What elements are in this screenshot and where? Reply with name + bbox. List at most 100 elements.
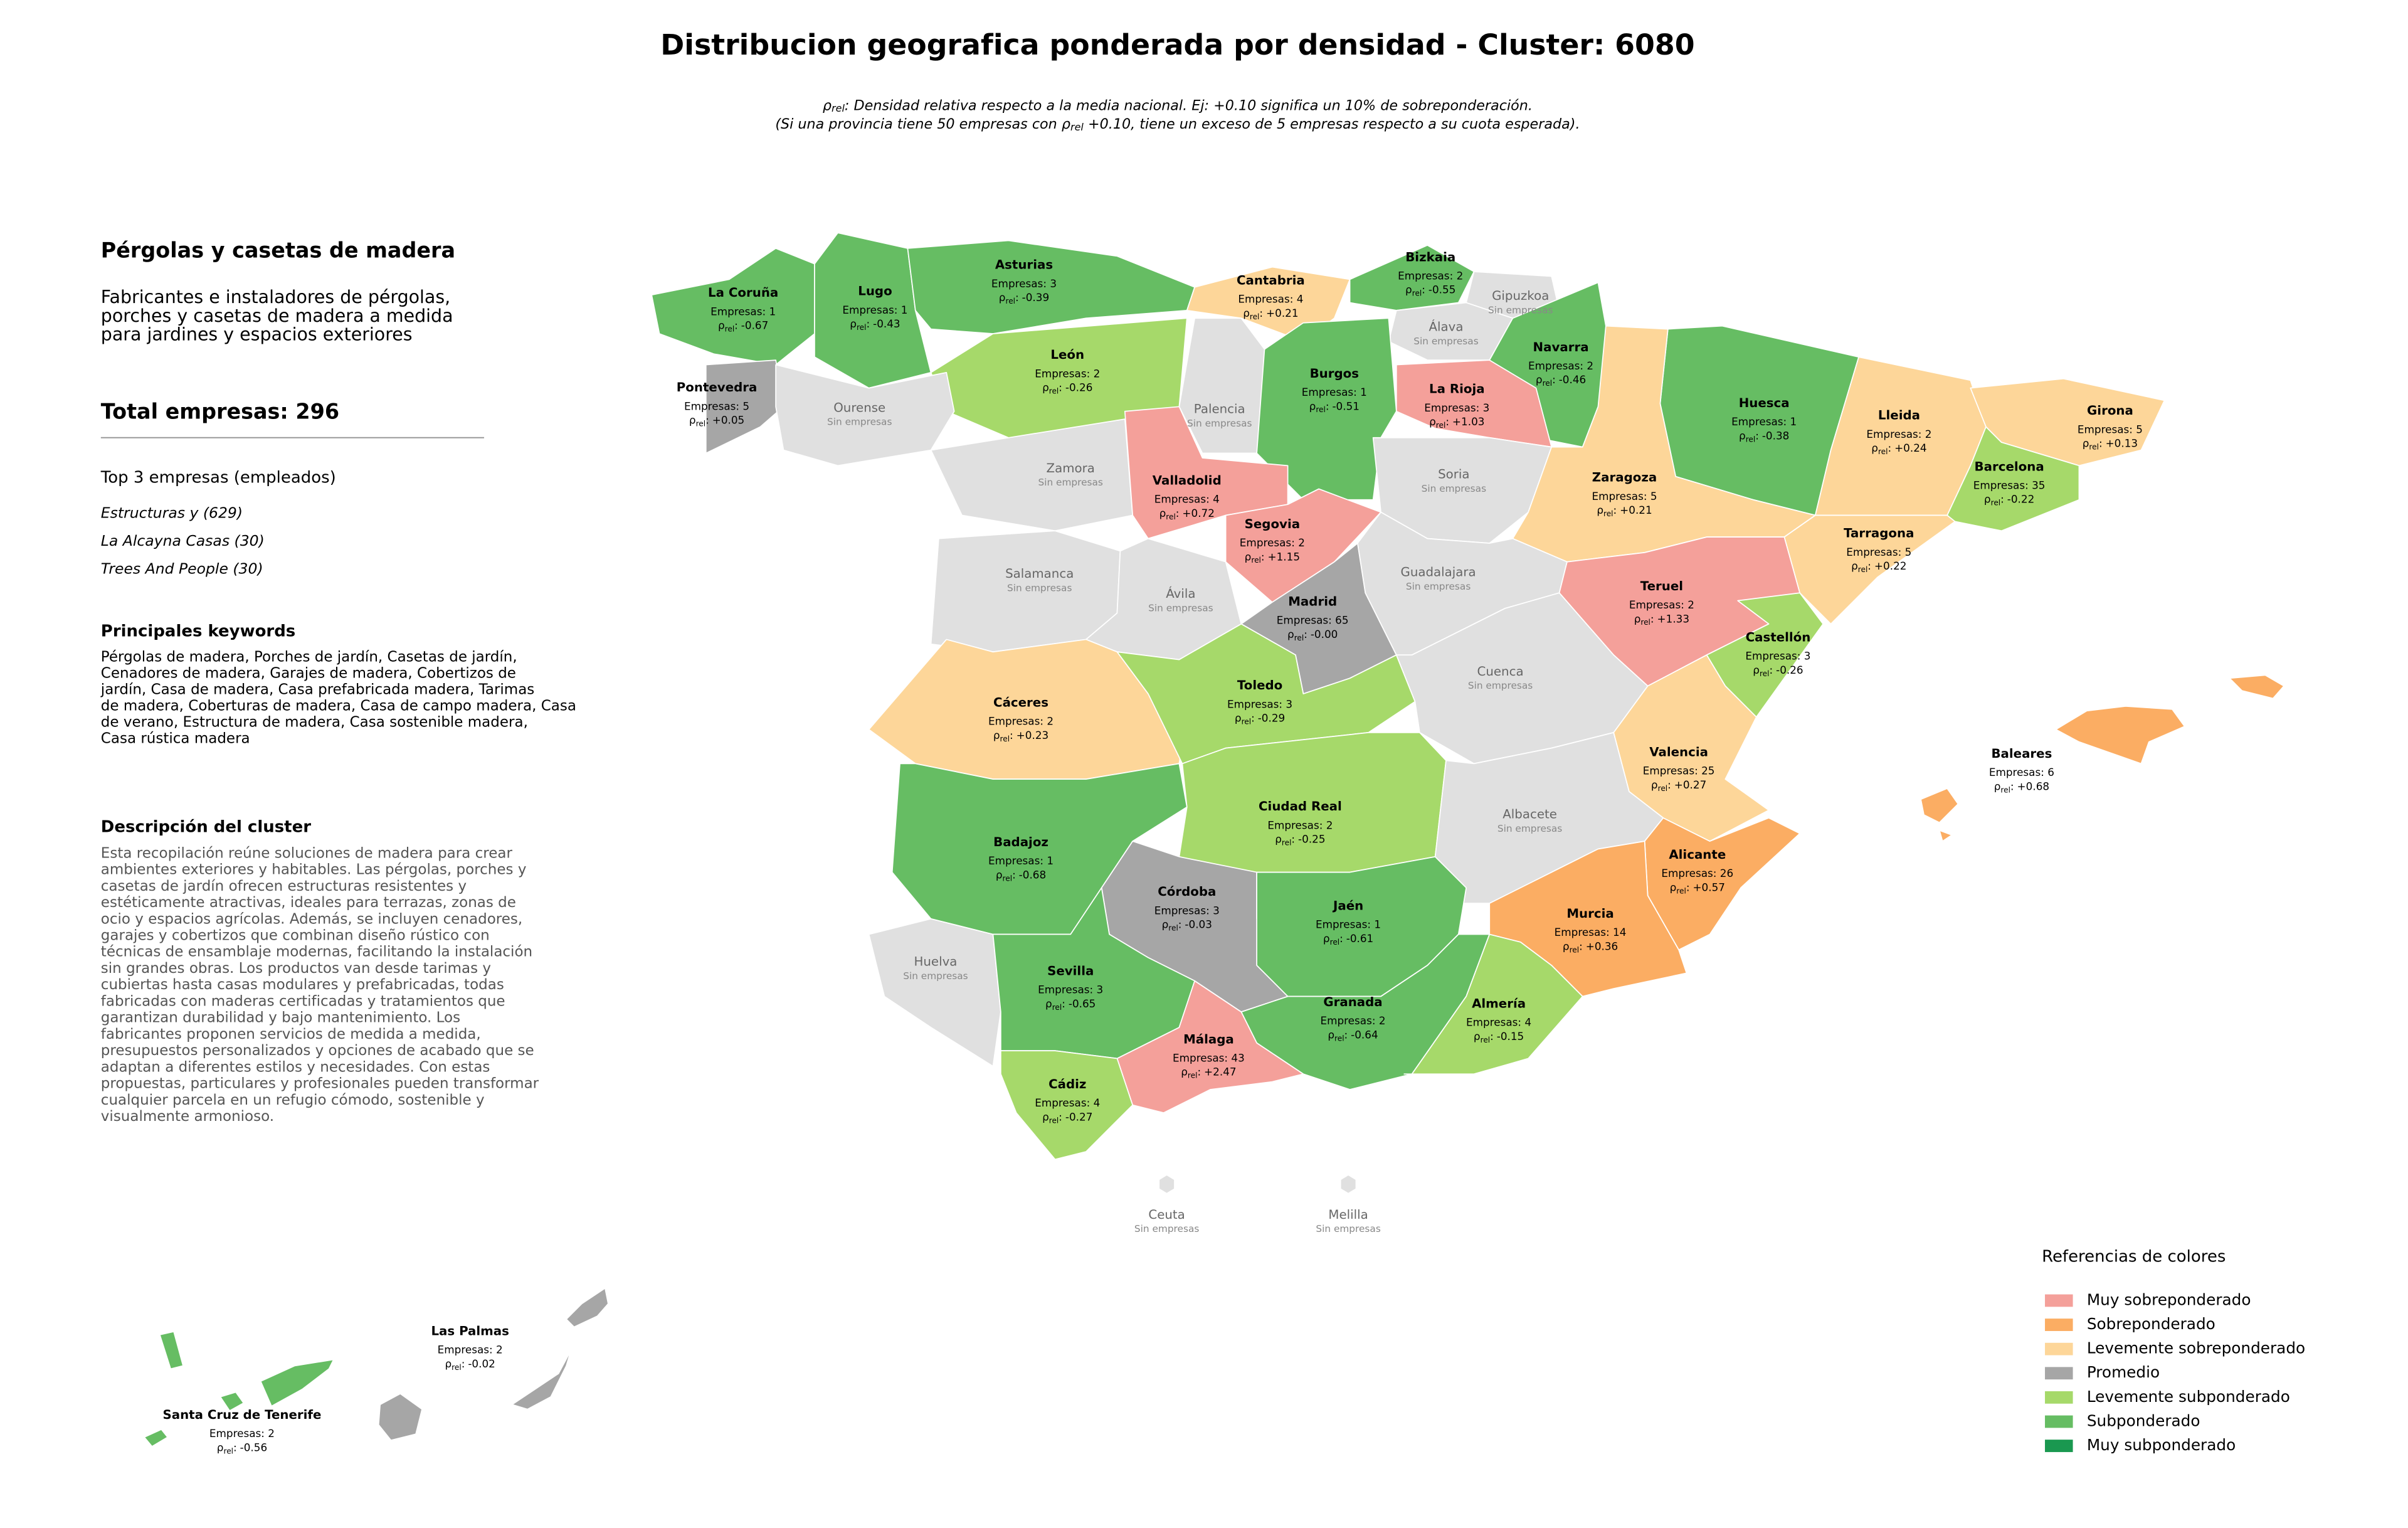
province-companies: Empresas: 1 [710,305,776,317]
subtitle-part: : Densidad relativa respecto a la media … [845,97,1533,114]
province-rho-part: rel [696,419,706,428]
province-rho-part: : [1650,612,1654,625]
keywords-heading: Principales keywords [101,622,295,641]
province-rho: ρrel: -0.26 [1042,381,1092,395]
province-no-companies: Sin empresas [1038,477,1102,488]
province-shape [907,240,1196,334]
province-name: Castellón [1746,630,1811,644]
province-name: Valladolid [1153,474,1222,488]
legend-swatch [2045,1367,2073,1380]
province-rho-part: -0.55 [1428,284,1456,296]
province-rho: ρrel: -0.29 [1235,712,1285,726]
province-rho-part: : [1770,664,1773,676]
province-rho: ρrel: +1.03 [1429,415,1484,429]
cluster-description-line: fabricadas con maderas certificadas y tr… [101,993,505,1009]
province-rho-part: rel [1166,512,1176,521]
province-rho-part: ρ [217,1441,224,1454]
subtitle-part: +0.10, tiene un exceso de 5 empresas res… [1084,116,1580,132]
province-name: Teruel [1640,579,1683,593]
cluster-description-line: visualmente armonioso. [101,1108,274,1125]
province-companies: Empresas: 2 [1320,1014,1385,1027]
province-rho-part: ρ [1429,415,1436,428]
subtitle-part: (Si una provincia tiene 50 empresas con … [775,116,1070,132]
province-no-companies: Sin empresas [1406,581,1471,592]
province-companies: Empresas: 2 [988,715,1054,728]
province-rho-part: -0.67 [741,319,769,332]
province-rho-part: +0.68 [2017,780,2050,792]
province-no-companies: Sin empresas [1488,304,1553,316]
province-no-companies: Sin empresas [827,416,892,428]
province-rho-part: ρ [1243,307,1250,319]
province-name: Lleida [1878,408,1920,423]
province-rho-part: -0.56 [240,1441,268,1454]
province-rho-part: ρ [1162,918,1169,931]
province-rho-part: +1.03 [1452,415,1485,428]
province-rho: ρrel: -0.22 [1984,493,2034,507]
province-rho: ρrel: +0.68 [1994,780,2049,793]
province-rho-part: -0.61 [1346,932,1374,945]
legend-label: Promedio [2087,1363,2160,1381]
province-rho-part: +0.22 [1874,560,1907,572]
province-rho-part: -0.46 [1559,373,1587,386]
province-rho-part: : [462,1357,465,1370]
province-rho-part: ρ [1323,932,1330,945]
province-name: Segovia [1245,517,1300,531]
province-rho-part: rel [725,324,735,333]
province-rho-part: rel [1242,717,1252,726]
province-no-companies: Sin empresas [1422,483,1486,494]
province-rho: ρrel: +0.36 [1563,940,1618,953]
province-no-companies: Sin empresas [1316,1223,1380,1234]
province-name: Málaga [1183,1032,1234,1046]
province-rho-part: ρ [1474,1030,1481,1043]
province-rho: ρrel: -0.38 [1739,429,1789,443]
province-rho-part: ρ [1563,940,1570,952]
province-rho-part: -0.26 [1065,381,1093,394]
province-rho-part: : [1015,291,1019,304]
province-no-companies: Sin empresas [1134,1223,1199,1234]
province-shape [144,1331,334,1447]
province-shape [1000,1050,1134,1160]
cluster-description-line: cualquier parcela en un refugio cómodo, … [101,1092,485,1108]
province-rho-part: ρ [718,319,725,332]
province-rho-part: rel [1543,379,1553,388]
province-companies: Empresas: 26 [1661,867,1733,879]
province-shape [868,918,1001,1067]
province-rho-part: rel [1250,312,1260,321]
province-shape [1158,1174,1175,1194]
province-rho: ρrel: -0.68 [996,869,1046,883]
province-rho-part: rel [1658,783,1668,792]
province-companies: Empresas: 65 [1277,614,1349,627]
province-name: Bizkaia [1405,250,1455,264]
province-rho: ρrel: -0.65 [1045,997,1096,1011]
province-rho-part: ρ [1328,1028,1334,1041]
province-rho-part: ρ [1042,1111,1049,1123]
subtitle-part: ρ [823,97,832,114]
province-no-companies: Sin empresas [1148,602,1213,613]
province-companies: Empresas: 2 [1267,819,1333,831]
subtitle-part: rel [832,102,845,114]
province-rho-part: : [1059,1111,1062,1123]
province-rho-part: ρ [993,729,1000,741]
province-name: Almería [1472,996,1526,1011]
province-rho-part: rel [1000,734,1010,743]
province-rho-part: +0.05 [712,414,745,427]
province-rho-part: ρ [1871,442,1878,454]
province-companies: Empresas: 35 [1973,479,2046,491]
province-companies: Empresas: 4 [1238,293,1303,305]
province-rho-part: : [1867,560,1871,572]
title: Distribucion geografica ponderada por de… [660,28,1694,61]
cluster-description-line: ambientes exteriores y habitables. Las p… [101,862,527,878]
province-companies: Empresas: 4 [1466,1016,1531,1029]
top-heading: Top 3 empresas (empleados) [100,469,336,487]
legend-swatch [2045,1440,2073,1452]
province-rho: ρrel: +1.33 [1634,612,1689,626]
province-rho-part: rel [1760,669,1770,677]
province-rho-part: +0.36 [1586,940,1619,952]
province-rho-part: rel [857,323,867,332]
province-rho: ρrel: -0.03 [1162,918,1212,932]
province-companies: Empresas: 3 [1038,984,1103,996]
province-rho-part: -0.64 [1351,1028,1378,1041]
province-rho: ρrel: +0.24 [1871,442,1926,455]
province-name: Guadalajara [1401,565,1476,580]
subtitle: (Si una provincia tiene 50 empresas con … [775,116,1580,133]
